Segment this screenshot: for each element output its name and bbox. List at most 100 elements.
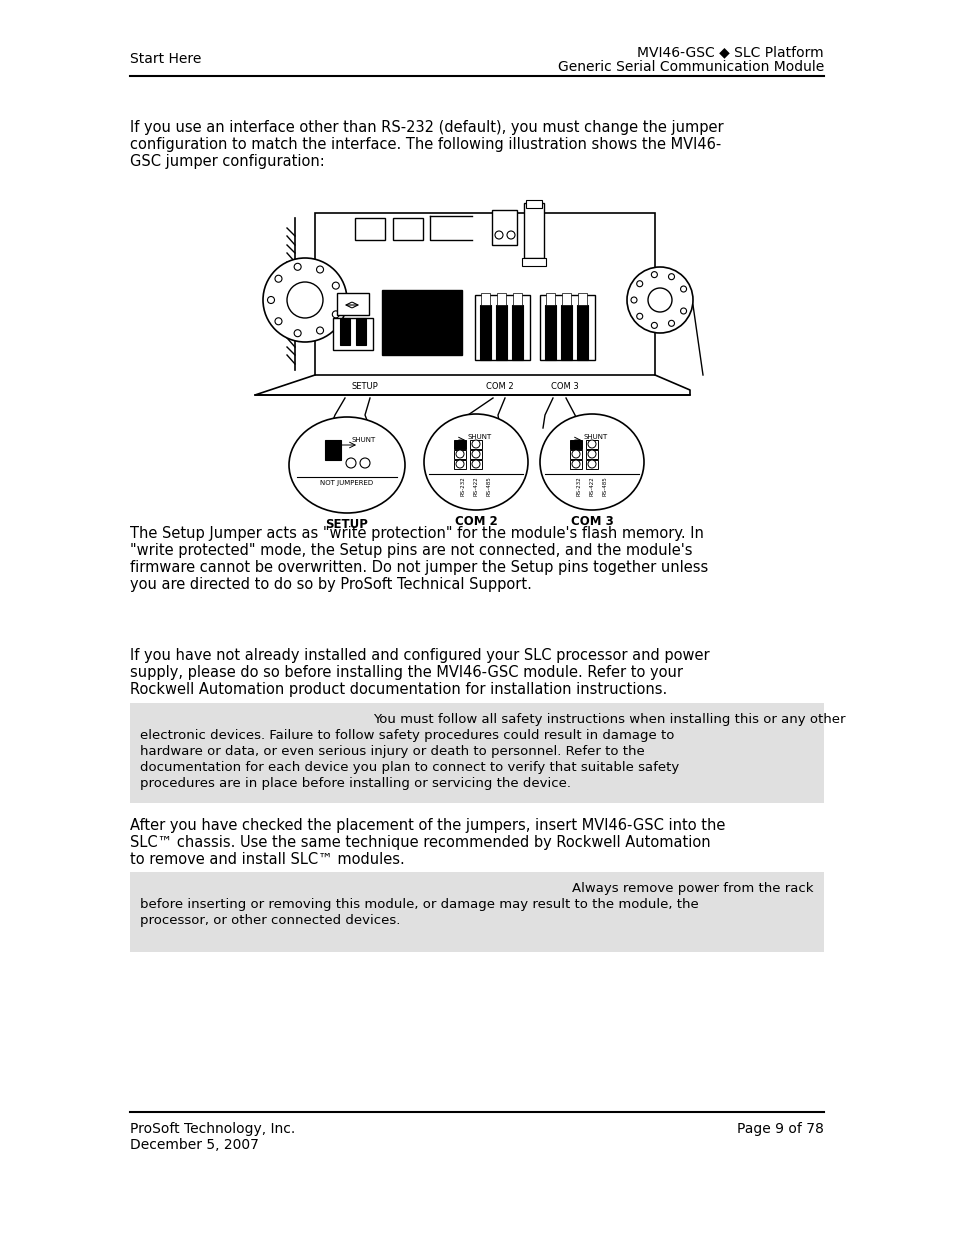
Bar xyxy=(492,210,517,245)
Circle shape xyxy=(472,450,479,458)
Bar xyxy=(470,450,481,459)
Text: before inserting or removing this module, or damage may result to the module, th: before inserting or removing this module… xyxy=(140,898,698,911)
Circle shape xyxy=(651,272,657,278)
Circle shape xyxy=(456,459,463,468)
Text: December 5, 2007: December 5, 2007 xyxy=(130,1137,258,1152)
Bar xyxy=(585,440,598,450)
Bar xyxy=(314,212,655,375)
Text: to remove and install SLC™ modules.: to remove and install SLC™ modules. xyxy=(130,852,404,867)
Bar xyxy=(454,459,465,469)
Text: If you have not already installed and configured your SLC processor and power: If you have not already installed and co… xyxy=(130,648,709,663)
Circle shape xyxy=(587,450,596,458)
Bar xyxy=(355,317,366,345)
Text: Always remove power from the rack: Always remove power from the rack xyxy=(572,882,813,895)
Text: electronic devices. Failure to follow safety procedures could result in damage t: electronic devices. Failure to follow sa… xyxy=(140,729,674,742)
Circle shape xyxy=(679,287,686,291)
Text: If you use an interface other than RS-232 (default), you must change the jumper: If you use an interface other than RS-23… xyxy=(130,120,723,135)
Text: GSC jumper configuration:: GSC jumper configuration: xyxy=(130,154,324,169)
Text: Start Here: Start Here xyxy=(130,52,201,65)
Text: supply, please do so before installing the MVI46-GSC module. Refer to your: supply, please do so before installing t… xyxy=(130,664,682,680)
Text: hardware or data, or even serious injury or death to personnel. Refer to the: hardware or data, or even serious injury… xyxy=(140,745,644,758)
Bar xyxy=(512,305,522,359)
Bar xyxy=(454,440,465,450)
Text: procedures are in place before installing or servicing the device.: procedures are in place before installin… xyxy=(140,777,571,790)
Bar xyxy=(475,295,530,359)
Bar xyxy=(578,293,586,305)
Text: SETUP: SETUP xyxy=(325,517,368,531)
Text: SLC™ chassis. Use the same technique recommended by Rockwell Automation: SLC™ chassis. Use the same technique rec… xyxy=(130,835,710,850)
Bar xyxy=(560,305,572,359)
Bar xyxy=(339,317,350,345)
Text: firmware cannot be overwritten. Do not jumper the Setup pins together unless: firmware cannot be overwritten. Do not j… xyxy=(130,559,707,576)
Bar xyxy=(381,290,461,354)
Bar xyxy=(577,305,587,359)
Circle shape xyxy=(668,274,674,279)
Circle shape xyxy=(359,458,370,468)
Bar xyxy=(497,293,505,305)
Bar xyxy=(130,703,823,803)
Text: The Setup Jumper acts as "write protection" for the module's flash memory. In: The Setup Jumper acts as "write protecti… xyxy=(130,526,703,541)
Circle shape xyxy=(332,282,339,289)
Text: RS-422: RS-422 xyxy=(474,475,478,495)
Bar xyxy=(355,219,385,240)
Circle shape xyxy=(495,231,502,240)
Bar xyxy=(525,200,541,207)
Text: configuration to match the interface. The following illustration shows the MVI46: configuration to match the interface. Th… xyxy=(130,137,720,152)
Text: RS-232: RS-232 xyxy=(577,475,581,495)
Text: MVI46-GSC ◆ SLC Platform: MVI46-GSC ◆ SLC Platform xyxy=(637,44,823,59)
Circle shape xyxy=(346,458,355,468)
Text: you are directed to do so by ProSoft Technical Support.: you are directed to do so by ProSoft Tec… xyxy=(130,577,532,592)
Text: SHUNT: SHUNT xyxy=(583,433,608,440)
Bar xyxy=(336,293,369,315)
Text: NOT JUMPERED: NOT JUMPERED xyxy=(320,480,374,487)
Circle shape xyxy=(626,267,692,333)
Text: COM 2: COM 2 xyxy=(486,382,514,391)
Text: RS-232: RS-232 xyxy=(460,475,465,495)
Circle shape xyxy=(267,296,274,304)
Bar xyxy=(454,450,465,459)
Text: processor, or other connected devices.: processor, or other connected devices. xyxy=(140,914,400,927)
Circle shape xyxy=(472,440,479,448)
Text: Rockwell Automation product documentation for installation instructions.: Rockwell Automation product documentatio… xyxy=(130,682,666,697)
Circle shape xyxy=(274,317,282,325)
Text: SHUNT: SHUNT xyxy=(468,433,492,440)
Text: COM 3: COM 3 xyxy=(551,382,578,391)
Circle shape xyxy=(332,311,339,317)
Circle shape xyxy=(294,263,301,270)
Text: You must follow all safety instructions when installing this or any other: You must follow all safety instructions … xyxy=(373,713,844,726)
Text: RS-485: RS-485 xyxy=(602,475,607,495)
Text: ProSoft Technology, Inc.: ProSoft Technology, Inc. xyxy=(130,1123,294,1136)
Circle shape xyxy=(647,288,671,312)
Bar xyxy=(513,293,521,305)
Bar xyxy=(333,317,373,350)
Text: RS-485: RS-485 xyxy=(486,475,492,495)
Bar xyxy=(585,459,598,469)
Circle shape xyxy=(316,327,323,333)
Bar xyxy=(479,305,491,359)
Circle shape xyxy=(572,450,579,458)
Circle shape xyxy=(263,258,347,342)
Circle shape xyxy=(587,459,596,468)
Bar xyxy=(393,219,422,240)
Circle shape xyxy=(572,459,579,468)
Bar xyxy=(480,293,490,305)
Circle shape xyxy=(287,282,323,317)
Text: "write protected" mode, the Setup pins are not connected, and the module's: "write protected" mode, the Setup pins a… xyxy=(130,543,692,558)
Bar xyxy=(325,440,340,459)
Text: After you have checked the placement of the jumpers, insert MVI46-GSC into the: After you have checked the placement of … xyxy=(130,818,724,832)
Text: documentation for each device you plan to connect to verify that suitable safety: documentation for each device you plan t… xyxy=(140,761,679,774)
Bar xyxy=(470,459,481,469)
Bar xyxy=(496,305,506,359)
Bar xyxy=(539,295,595,359)
Bar xyxy=(569,450,581,459)
Bar xyxy=(585,450,598,459)
Circle shape xyxy=(630,296,637,303)
Bar xyxy=(545,293,555,305)
Bar xyxy=(569,440,581,450)
Circle shape xyxy=(636,280,642,287)
Bar xyxy=(130,872,823,952)
Circle shape xyxy=(274,275,282,283)
Circle shape xyxy=(472,459,479,468)
Text: COM 3: COM 3 xyxy=(570,515,613,529)
Ellipse shape xyxy=(423,414,527,510)
